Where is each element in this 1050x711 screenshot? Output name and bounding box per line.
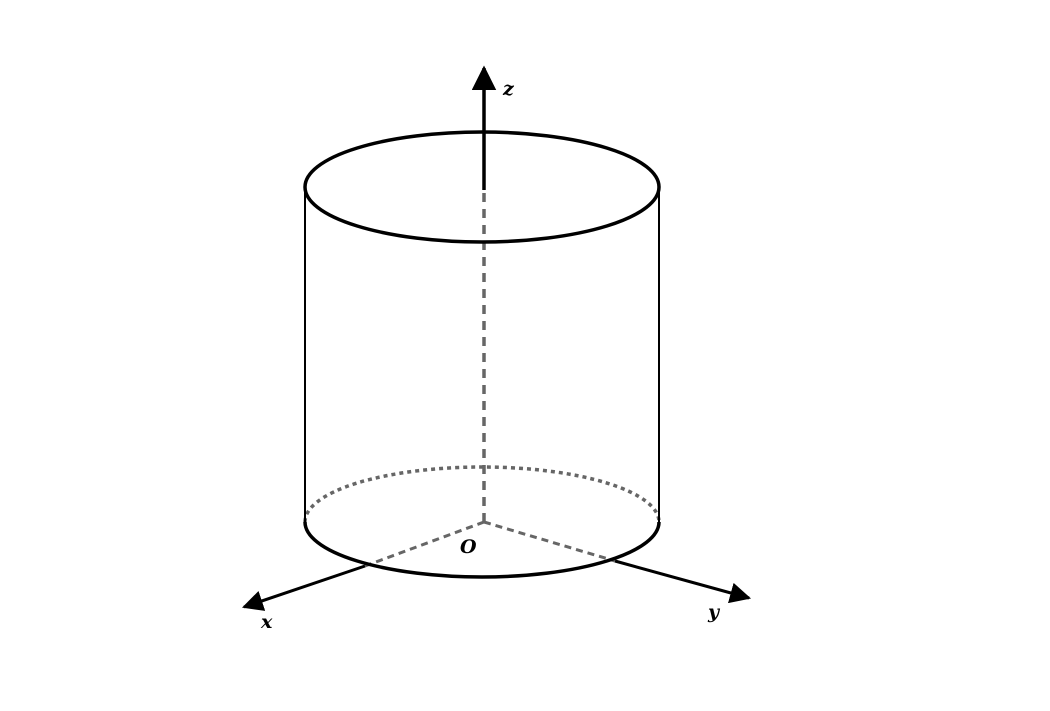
x-axis-label: x xyxy=(261,611,273,633)
top-ellipse xyxy=(303,130,661,244)
z-axis-label: z xyxy=(503,78,514,100)
hidden-radius-x xyxy=(364,520,485,568)
x-axis xyxy=(242,564,366,611)
hidden-radius-y xyxy=(483,520,616,563)
bottom-ellipse-hidden-arc xyxy=(303,465,661,523)
y-axis xyxy=(614,559,752,604)
bottom-ellipse-front-arc xyxy=(303,521,661,579)
origin-label: O xyxy=(460,536,477,558)
y-axis-label: y xyxy=(708,601,720,623)
